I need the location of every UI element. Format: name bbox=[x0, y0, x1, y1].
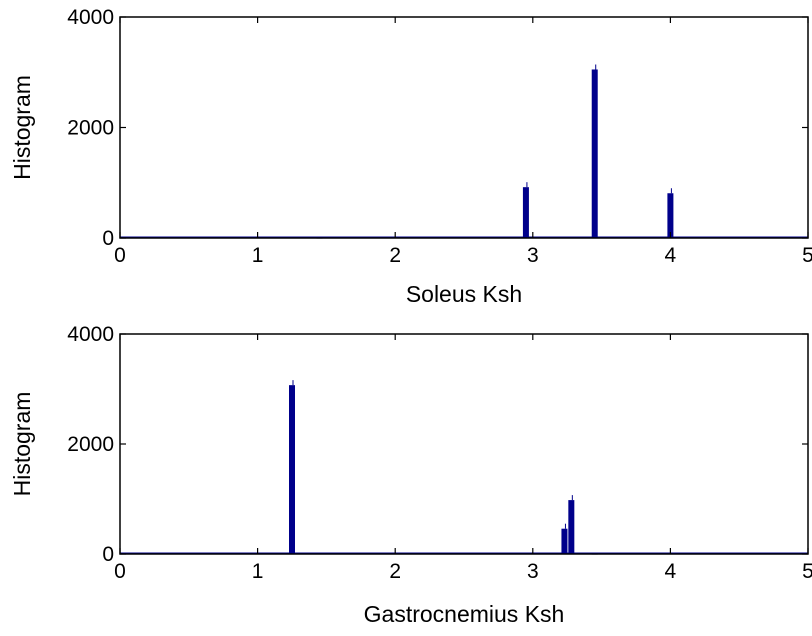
x-tick-label: 4 bbox=[665, 244, 677, 267]
y-tick-label: 0 bbox=[102, 227, 114, 250]
x-tick-label: 0 bbox=[114, 560, 126, 583]
x-tick-label: 5 bbox=[802, 244, 812, 267]
histogram-bar bbox=[568, 500, 575, 554]
x-tick-label: 1 bbox=[252, 244, 264, 267]
y-tick-label: 4000 bbox=[67, 323, 114, 346]
chart-panel-1: 0 1 2 3 4 5 0 2000 4000 Soleus Ksh Histogram bbox=[9, 6, 812, 307]
x-tick-label: 2 bbox=[389, 244, 401, 267]
y-tick-label: 2000 bbox=[67, 117, 114, 140]
histogram-bar bbox=[561, 528, 568, 554]
x-axis-label: Gastrocnemius Ksh bbox=[364, 601, 565, 627]
plot-frame bbox=[119, 333, 809, 555]
y-tick-label: 0 bbox=[102, 543, 114, 566]
x-tick-label: 4 bbox=[665, 560, 677, 583]
x-tick-label: 0 bbox=[114, 244, 126, 267]
chart-panel-2: 0 1 2 3 4 5 0 2000 4000 Gastrocnemius Ksh Histogra… bbox=[9, 323, 812, 627]
y-tick-label: 4000 bbox=[67, 6, 114, 29]
x-tick-label: 3 bbox=[527, 244, 539, 267]
x-tick-label: 5 bbox=[802, 560, 812, 583]
histogram-bar bbox=[667, 193, 674, 238]
x-tick-label: 3 bbox=[527, 560, 539, 583]
plot-frame bbox=[119, 16, 809, 239]
x-tick-label: 2 bbox=[389, 560, 401, 583]
histogram-bar bbox=[289, 385, 295, 554]
x-axis-label: Soleus Ksh bbox=[406, 281, 522, 307]
x-tick-label: 1 bbox=[252, 560, 264, 583]
histogram-bar bbox=[522, 187, 529, 238]
histogram-bar bbox=[591, 69, 598, 238]
y-tick-label: 2000 bbox=[67, 433, 114, 456]
y-axis-label: Histogram bbox=[9, 75, 35, 180]
y-axis-label: Histogram bbox=[9, 392, 35, 497]
